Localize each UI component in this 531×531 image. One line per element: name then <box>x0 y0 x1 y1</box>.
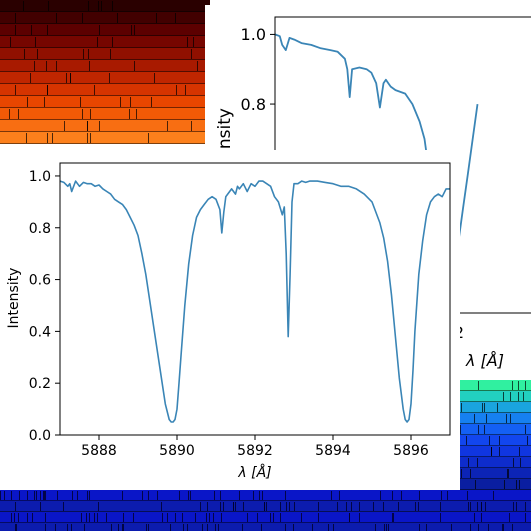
sodium-d-plot-panel: 0.0 0.2 0.4 0.6 0.8 1.0 5888 5890 5892 5894 5896 … <box>0 150 460 490</box>
y-tick-label: 0.6 <box>29 273 51 289</box>
y-tick-label: 0.8 <box>241 95 266 114</box>
x-tick-label: 5890 <box>159 443 195 459</box>
y-ticks: 0.8 1.0 <box>241 25 275 114</box>
y-tick-label: 0.4 <box>29 324 51 340</box>
x-tick-label: 5888 <box>81 443 117 459</box>
y-tick-label: 1.0 <box>29 169 51 185</box>
y-tick-label: 1.0 <box>241 25 266 44</box>
x-ticks: 5888 5890 5892 5894 5896 <box>81 435 429 459</box>
y-axis-label: Intensity <box>6 268 22 329</box>
sodium-d-line-chart: 0.00.20.40.60.81.0 5888 5890 5892 5894 5896 … <box>6 162 451 481</box>
y-ticks: 0.0 0.2 0.4 0.6 0.8 1.0 <box>29 169 60 444</box>
y-tick-label: 0.0 <box>29 428 51 444</box>
x-axis-label: λ [Å] <box>237 464 271 481</box>
x-tick-label: 5894 <box>315 443 351 459</box>
spectrum-line <box>59 180 450 423</box>
y-tick-label: 0.2 <box>29 376 51 392</box>
x-tick-label: 5896 <box>393 443 429 459</box>
plot-frame <box>59 162 451 436</box>
x-axis-label: λ [Å] <box>465 351 504 370</box>
y-tick-label: 0.8 <box>29 221 51 237</box>
x-tick-label: 5892 <box>237 443 273 459</box>
